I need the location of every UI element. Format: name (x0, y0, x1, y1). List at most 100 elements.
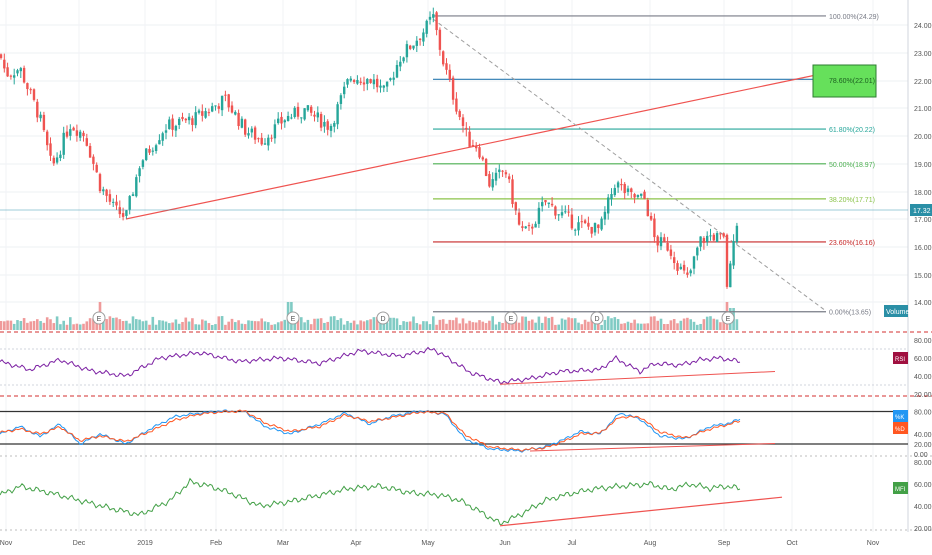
volume-bar (465, 323, 468, 330)
fib-level-label: 23.60%(16.16) (829, 240, 875, 247)
volume-bar (300, 317, 303, 330)
volume-bar (329, 316, 333, 330)
volume-bar (276, 322, 280, 330)
candle-body (616, 182, 620, 188)
indicator-tick-label: 20.00 (914, 392, 932, 399)
candle-body (442, 51, 445, 65)
volume-bar (3, 321, 6, 330)
candle-body (102, 189, 105, 192)
volume-bar (686, 317, 689, 330)
volume-bar (49, 319, 52, 330)
candle-body (158, 140, 161, 145)
candle-body (389, 78, 392, 80)
candle-body (405, 44, 409, 58)
event-marker-circle (286, 311, 300, 325)
candle-body (448, 69, 451, 80)
volume-bar (524, 316, 527, 330)
volume-bar (676, 323, 679, 330)
fib-level-label: 61.80%(20.22) (829, 127, 875, 134)
volume-bar (415, 323, 419, 330)
candle-body (253, 127, 257, 140)
candle-body (95, 164, 98, 173)
volume-bar (511, 323, 514, 330)
candle-body (339, 95, 343, 104)
candle-body (42, 114, 46, 131)
volume-bar (527, 320, 531, 330)
volume-bar (445, 323, 448, 330)
volume-badge-label: Volume (886, 309, 909, 316)
volume-bar (507, 322, 511, 330)
candle-body (105, 189, 108, 196)
volume-bar (593, 323, 597, 330)
volume-bar (356, 324, 359, 330)
price-trendline[interactable] (125, 69, 841, 220)
candle-body (564, 211, 567, 213)
candle-body (237, 112, 240, 127)
volume-badge (884, 305, 908, 317)
candle-body (544, 200, 547, 203)
volume-bar (699, 323, 702, 330)
rsi-trendline (499, 371, 776, 385)
volume-bar (484, 323, 488, 330)
candle-body (98, 174, 102, 192)
fib-diagonal[interactable] (432, 18, 827, 312)
event-marker-label: D (594, 316, 599, 323)
candle-body (402, 57, 405, 62)
volume-bar (547, 318, 551, 330)
volume-bar (257, 321, 260, 330)
volume-bar (379, 318, 382, 330)
candle-body (630, 188, 633, 193)
candle-body (504, 172, 508, 175)
volume-bar (224, 324, 227, 330)
event-marker-circle (590, 311, 604, 325)
volume-bar (567, 317, 570, 330)
candle-body (484, 158, 488, 176)
volume-bar (366, 320, 369, 330)
candle-body (72, 127, 75, 131)
volume-bar (359, 320, 362, 330)
event-marker-label: E (97, 316, 102, 323)
volume-bar (273, 324, 277, 330)
volume-bar (82, 323, 85, 330)
candle-body (663, 237, 666, 242)
candle-body (313, 114, 316, 117)
volume-bar (606, 316, 610, 330)
volume-bar (59, 324, 62, 330)
volume-bar (474, 322, 478, 330)
volume-bar (217, 316, 221, 330)
price-axis[interactable]: 24.00 23.00 22.00 21.00 20.00 19.00 18.00 17.00… (0, 23, 932, 317)
candle-body (323, 121, 326, 127)
volume-bar (573, 318, 577, 330)
candle-body (613, 188, 616, 196)
candle-body (706, 235, 709, 242)
volume-bar (65, 324, 69, 330)
candle-body (656, 236, 659, 246)
volume-bar (346, 321, 349, 330)
time-axis[interactable]: Nov Dec 2019 Feb Mar Apr May Jun Jul Aug Sep Oct Nov (0, 540, 880, 547)
candle-body (494, 172, 498, 181)
time-tick-label: Mar (277, 540, 290, 547)
candle-body (214, 105, 217, 107)
target-zone[interactable] (812, 64, 877, 98)
candle-body (481, 157, 484, 160)
candle-body (640, 193, 643, 196)
candle-body (709, 235, 712, 237)
volume-bar (679, 320, 683, 330)
volume-bar (16, 320, 19, 330)
volume-bar (696, 324, 699, 330)
volume-bar (336, 319, 339, 330)
candle-body (211, 106, 214, 112)
candle-body (531, 226, 534, 229)
candle-body (32, 89, 36, 100)
candle-body (138, 168, 141, 177)
event-marker-circle (721, 311, 735, 325)
volume-bar (540, 322, 544, 330)
candle-body (673, 257, 676, 264)
candle-body (435, 12, 438, 31)
volume-bar (550, 316, 554, 330)
candle-body (270, 137, 273, 139)
candle-body (689, 270, 692, 274)
volume-bar (649, 316, 653, 330)
volume-bar (210, 324, 214, 330)
